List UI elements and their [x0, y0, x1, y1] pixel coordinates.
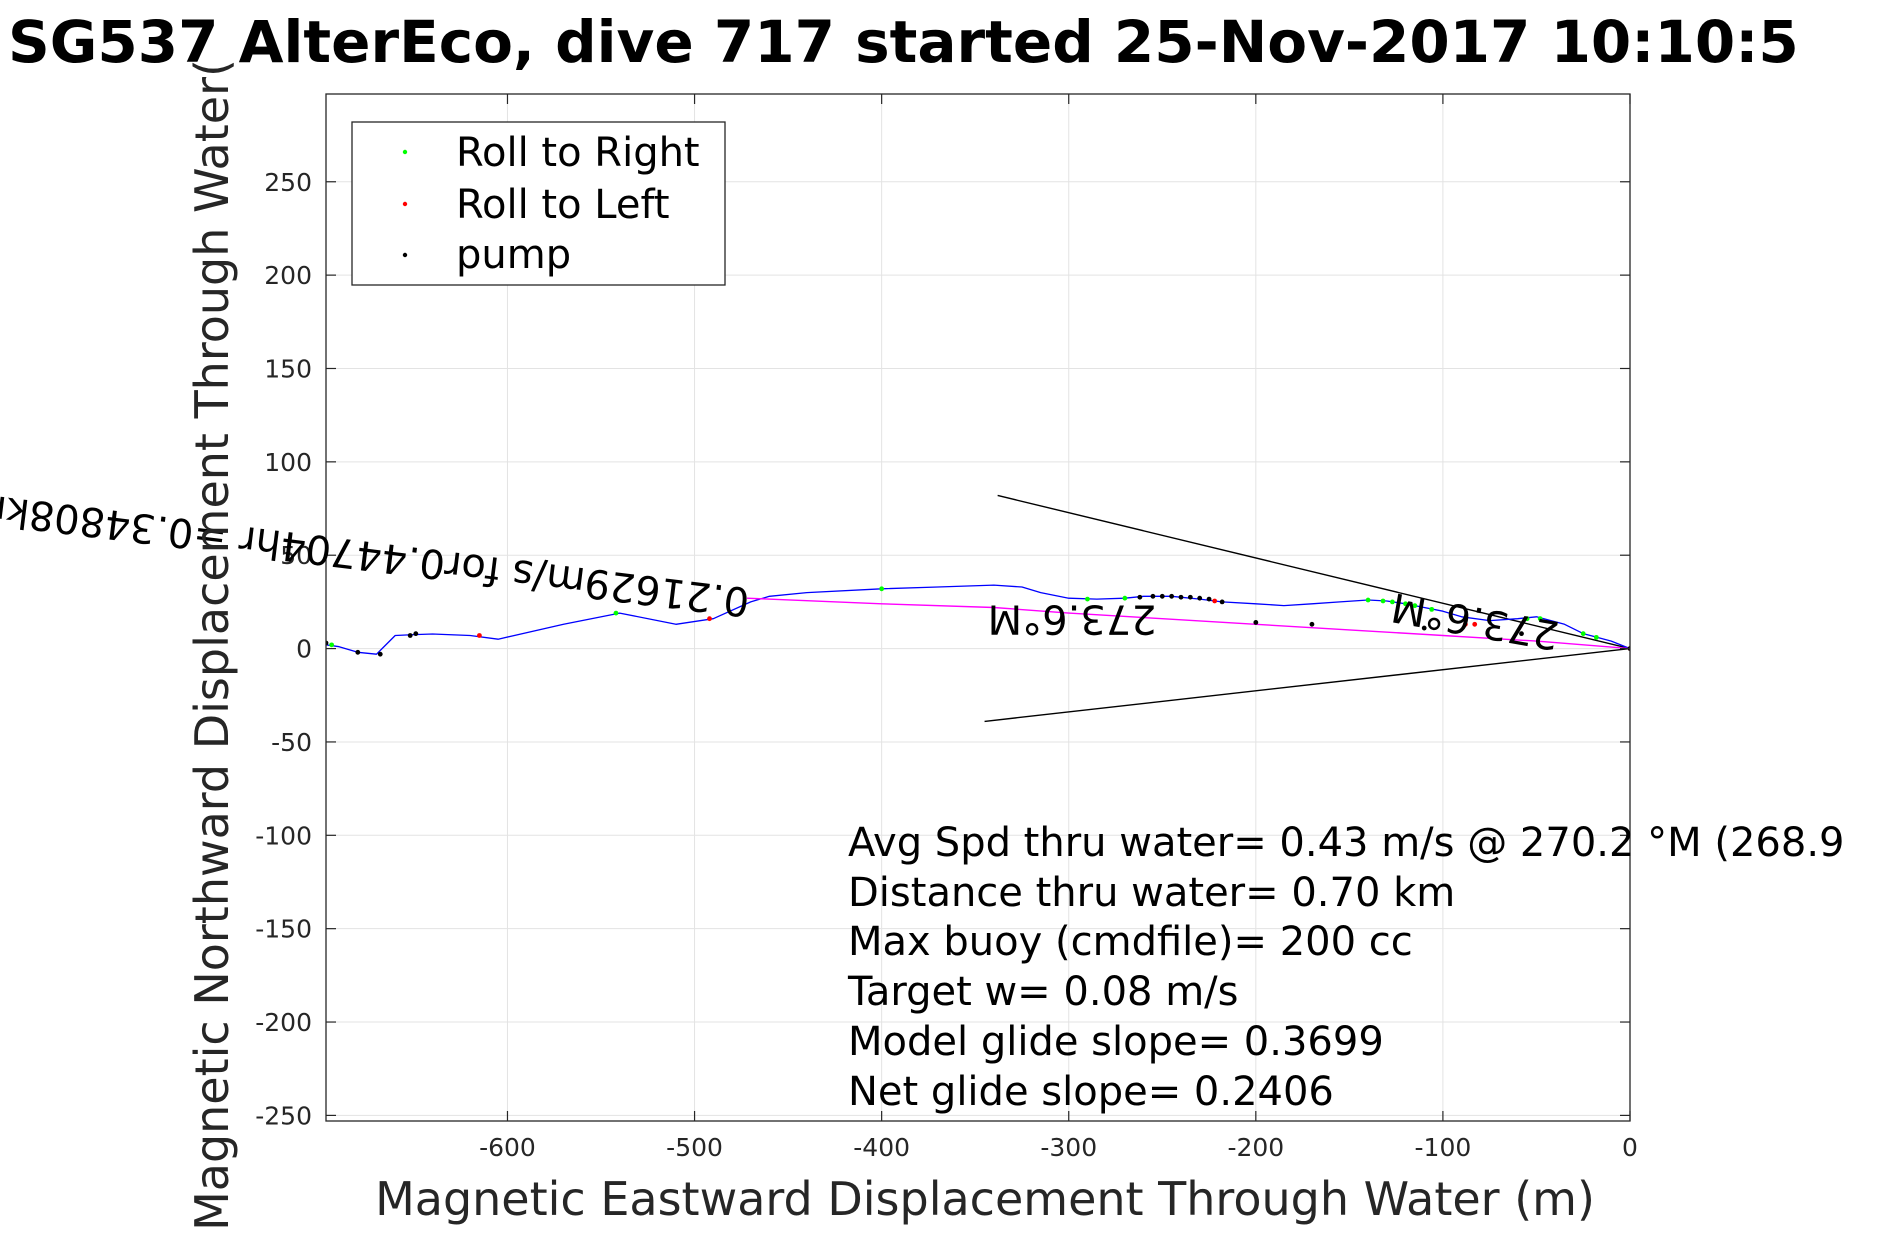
- x-tick-label: -200: [1227, 1133, 1284, 1162]
- x-tick-label: -400: [853, 1133, 910, 1162]
- stats-block: Avg Spd thru water= 0.43 m/s @ 270.2 °M …: [847, 820, 1844, 1115]
- roll-right-point: [879, 586, 885, 592]
- pump-point: [1159, 593, 1165, 599]
- roll-right-point: [613, 610, 619, 616]
- pump-point: [1150, 593, 1156, 599]
- legend-label-roll-left: Roll to Left: [456, 182, 670, 228]
- legend-marker-pump: [402, 252, 408, 258]
- y-tick-label: -200: [255, 1008, 312, 1037]
- pump-point: [1137, 594, 1143, 600]
- roll-right-point: [1389, 599, 1395, 605]
- stat-distance: Distance thru water= 0.70 km: [848, 870, 1455, 916]
- roll-left-point: [1472, 621, 1478, 627]
- pump-point: [1253, 620, 1259, 625]
- y-tick-label: 50: [280, 541, 312, 570]
- pump-point: [1309, 621, 1315, 627]
- pump-point: [1206, 596, 1212, 602]
- roll-right-point: [1403, 601, 1408, 607]
- pump-point: [413, 631, 419, 637]
- pump-point: [1219, 599, 1225, 605]
- roll-right-point: [1122, 595, 1128, 601]
- pump-point: [1519, 631, 1524, 637]
- roll-left-point: [707, 616, 712, 622]
- roll-left-point: [1212, 598, 1218, 604]
- current-line: [746, 597, 1630, 650]
- roll-right-point: [1365, 597, 1371, 603]
- roll-right-point: [329, 642, 335, 648]
- pump-point: [1178, 594, 1184, 600]
- stat-model-glide-slope: Model glide slope= 0.3699: [848, 1019, 1384, 1065]
- roll-right-point: [1537, 616, 1543, 622]
- x-tick-label: -300: [1040, 1133, 1097, 1162]
- y-tick-label: -100: [255, 821, 312, 850]
- legend-label-pump: pump: [456, 232, 571, 278]
- stat-max-buoy: Max buoy (cmdfile)= 200 cc: [848, 919, 1413, 965]
- x-tick-label: -600: [479, 1133, 536, 1162]
- heading-fan-line: [997, 494, 1630, 650]
- roll-right-point: [1380, 598, 1386, 604]
- legend-marker-roll-left: [402, 201, 408, 207]
- x-axis-label: Magnetic Eastward Displacement Through W…: [375, 1172, 1595, 1226]
- legend: Roll to Right Roll to Left pump: [351, 121, 726, 286]
- x-tick-label: 0: [1622, 1133, 1638, 1162]
- roll-right-point: [1593, 634, 1599, 640]
- y-tick-label: 0: [296, 635, 312, 664]
- axes-box: [325, 93, 1631, 1122]
- legend-label-roll-right: Roll to Right: [456, 130, 700, 176]
- y-tick-label: 150: [264, 354, 312, 383]
- tick-layer: -600 -500 -400 -300 -200 -100 0 250 200 150 100 50 0…: [255, 94, 1638, 1162]
- stat-target-w: Target w= 0.08 m/s: [847, 969, 1238, 1015]
- stat-net-glide-slope: Net glide slope= 0.2406: [848, 1069, 1334, 1115]
- stat-avg-speed: Avg Spd thru water= 0.43 m/s @ 270.2 °M …: [848, 820, 1844, 866]
- x-tick-label: -100: [1415, 1133, 1472, 1162]
- roll-right-point: [1524, 616, 1530, 622]
- data-layer: [326, 494, 1630, 723]
- rotated-annotation: 273.6°M: [988, 596, 1157, 642]
- roll-left-point: [1462, 621, 1468, 627]
- y-tick-label: -250: [255, 1101, 312, 1130]
- chart-title: SG537 AlterEco, dive 717 started 25-Nov-…: [8, 8, 1799, 76]
- pump-point: [1187, 594, 1193, 600]
- pump-point: [355, 649, 361, 655]
- roll-right-point: [1412, 603, 1418, 609]
- pump-point: [377, 651, 383, 657]
- legend-marker-roll-right: [402, 149, 408, 155]
- y-axis-label: Magnetic Northward Displacement Through …: [185, 59, 239, 1231]
- pump-point: [1169, 593, 1175, 599]
- y-tick-label: 250: [264, 168, 312, 197]
- y-tick-label: -150: [255, 915, 312, 944]
- roll-right-point: [1085, 596, 1090, 602]
- legend-box: [351, 121, 726, 286]
- pump-point: [1421, 625, 1427, 631]
- roll-left-point: [477, 633, 482, 638]
- y-tick-label: -50: [271, 728, 312, 757]
- pump-point: [407, 633, 413, 638]
- pump-point: [1197, 595, 1203, 601]
- y-tick-label: 100: [264, 448, 312, 477]
- roll-right-point: [1429, 606, 1435, 612]
- y-tick-label: 200: [264, 261, 312, 290]
- roll-right-point: [1580, 631, 1586, 637]
- x-tick-label: -500: [666, 1133, 723, 1162]
- heading-fan-line: [984, 647, 1630, 723]
